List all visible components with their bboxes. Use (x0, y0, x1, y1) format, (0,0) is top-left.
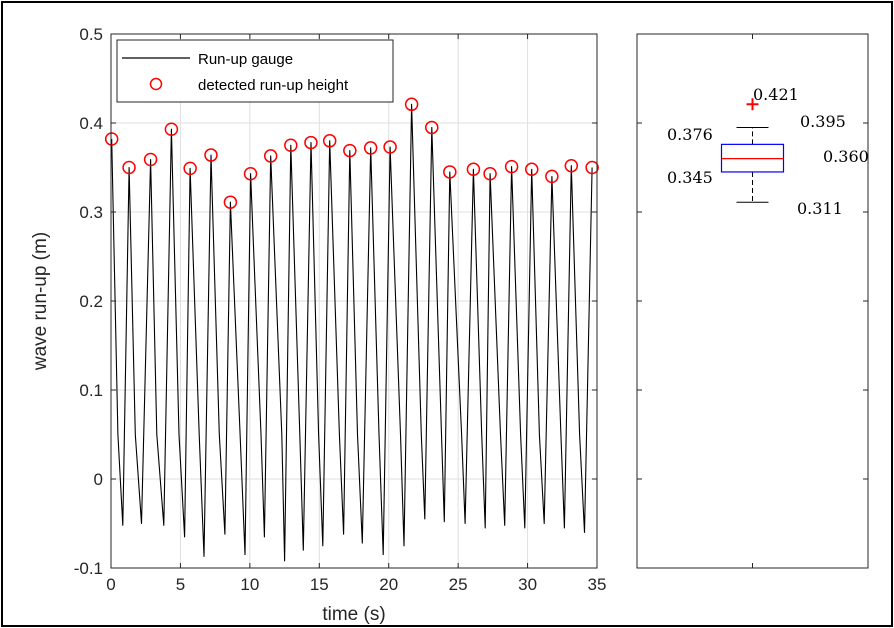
boxplot-marks (720, 98, 785, 203)
legend-entry-detected-run-up-height: detected run-up height (198, 77, 349, 94)
detected-peak-point (204, 148, 218, 162)
y-axis-label: wave run-up (m) (30, 232, 51, 371)
detected-peak-point (243, 166, 258, 181)
y-tick-label: 0.2 (79, 292, 103, 311)
detected-peak-point (122, 160, 136, 175)
x-tick-label: 20 (379, 575, 398, 594)
y-tick-label: 0 (94, 470, 103, 489)
y-tick-label: 0.4 (79, 114, 103, 133)
detected-peak-point (466, 162, 481, 177)
x-tick-label: 5 (176, 575, 185, 594)
detected-peak-point (404, 97, 419, 112)
legend: Run-up gauge detected run-up height (116, 39, 394, 103)
detected-peak-point (263, 149, 278, 163)
boxplot-ticks (637, 33, 868, 569)
y-tick-label: 0.5 (79, 25, 103, 44)
x-tick-label: 25 (449, 575, 468, 594)
legend-marker-swatch (149, 77, 163, 91)
detected-peak-point (504, 159, 519, 174)
run-up-gauge-line (111, 103, 593, 562)
detected-peak-point (104, 132, 119, 146)
label-median: 0.360 (823, 147, 869, 166)
run-up-chart: 0 5 10 15 20 25 30 35-0.100.10.20.30.40.5 time … (30, 25, 606, 625)
x-tick-label: 30 (518, 575, 537, 594)
x-axis-label: time (s) (322, 604, 385, 625)
detected-peak-point (322, 134, 337, 148)
boxplot-chart: 0.421 0.395 0.376 0.360 0.345 0.311 (636, 33, 869, 569)
detected-peak-point (183, 161, 197, 176)
detected-peak-point (284, 138, 298, 152)
main-ticks: 0 5 10 15 20 25 30 35-0.100.10.20.30.40.5 (74, 25, 607, 594)
legend-box (116, 39, 394, 103)
detected-peak-point (164, 122, 179, 136)
detected-peak-point (383, 140, 397, 154)
x-tick-label: 15 (310, 575, 329, 594)
y-tick-label: 0.1 (79, 381, 103, 400)
detected-peak-point (363, 141, 378, 155)
y-tick-label: -0.1 (74, 559, 103, 578)
detected-peak-point (343, 143, 357, 158)
label-upper-whisker: 0.395 (800, 112, 846, 131)
detected-peak-point (545, 169, 559, 184)
label-q3: 0.376 (667, 125, 713, 144)
x-tick-label: 10 (240, 575, 259, 594)
label-q1: 0.345 (667, 168, 713, 187)
detected-peak-point (425, 120, 439, 135)
x-tick-label: 35 (588, 575, 607, 594)
detected-peak-point (223, 195, 238, 209)
label-lower-whisker: 0.311 (797, 199, 843, 218)
detected-peak-point (304, 135, 318, 150)
legend-entry-run-up-gauge: Run-up gauge (198, 51, 293, 68)
detected-peak-point (524, 162, 539, 177)
label-outlier: 0.421 (753, 85, 799, 104)
main-series (104, 97, 599, 562)
outlier-marker (746, 98, 759, 111)
detected-peak-point (564, 158, 579, 173)
detected-peak-point (483, 166, 497, 181)
detected-peak-point (443, 165, 457, 179)
detected-peak-point (585, 160, 599, 175)
x-tick-label: 0 (106, 575, 115, 594)
y-tick-label: 0.3 (79, 203, 103, 222)
detected-peak-point (143, 152, 158, 167)
